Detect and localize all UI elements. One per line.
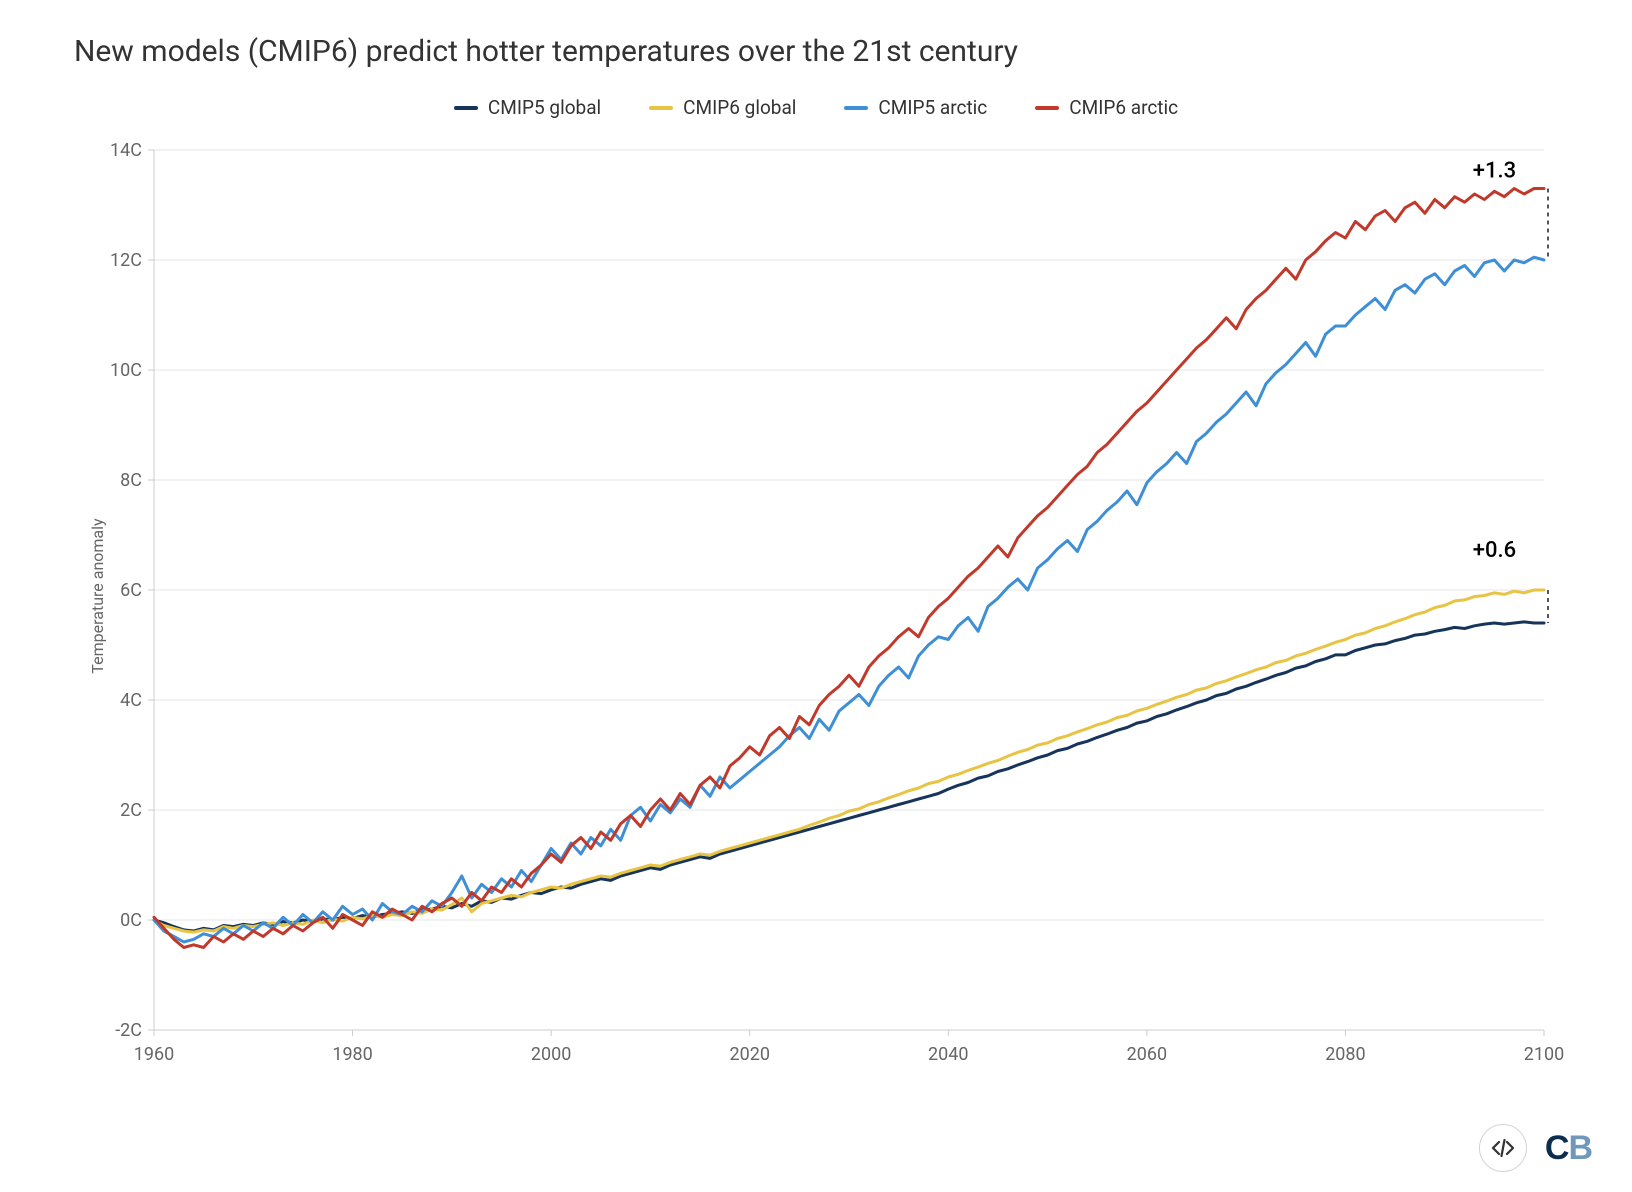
svg-text:14C: 14C	[110, 140, 142, 161]
page-root: New models (CMIP6) predict hotter temper…	[0, 0, 1632, 1192]
svg-text:2080: 2080	[1325, 1044, 1365, 1065]
logo-b: B	[1568, 1129, 1592, 1167]
svg-text:-2C: -2C	[115, 1020, 142, 1041]
legend-item-cmip5-arctic[interactable]: CMIP5 arctic	[844, 96, 987, 119]
svg-text:2060: 2060	[1127, 1044, 1167, 1065]
code-icon	[1491, 1136, 1515, 1160]
svg-text:2000: 2000	[531, 1044, 571, 1065]
legend-item-cmip6-global[interactable]: CMIP6 global	[649, 96, 796, 119]
logo-c: C	[1545, 1129, 1569, 1167]
legend-swatch	[1035, 106, 1059, 110]
cb-logo[interactable]: CB	[1545, 1129, 1592, 1168]
legend-item-cmip5-global[interactable]: CMIP5 global	[454, 96, 601, 119]
svg-text:+0.6: +0.6	[1473, 538, 1516, 563]
legend-swatch	[649, 106, 673, 110]
svg-text:2020: 2020	[729, 1044, 769, 1065]
svg-text:2C: 2C	[120, 800, 142, 821]
svg-text:1980: 1980	[332, 1044, 372, 1065]
svg-text:4C: 4C	[120, 690, 142, 711]
svg-text:2100: 2100	[1524, 1044, 1564, 1065]
svg-text:12C: 12C	[110, 250, 142, 271]
legend-label: CMIP5 arctic	[878, 96, 987, 119]
svg-text:0C: 0C	[120, 910, 142, 931]
svg-text:8C: 8C	[120, 470, 142, 491]
legend-label: CMIP5 global	[488, 96, 601, 119]
legend: CMIP5 global CMIP6 global CMIP5 arctic C…	[0, 96, 1632, 119]
legend-label: CMIP6 arctic	[1069, 96, 1178, 119]
svg-text:2040: 2040	[928, 1044, 968, 1065]
legend-item-cmip6-arctic[interactable]: CMIP6 arctic	[1035, 96, 1178, 119]
svg-text:10C: 10C	[110, 360, 142, 381]
chart-title: New models (CMIP6) predict hotter temper…	[74, 34, 1018, 69]
chart-svg: -2C 0C 2C 4C 6C 8C 10C 12C 14C 1960 1980 2000 2020 20…	[74, 130, 1574, 1090]
footer-icons: CB	[1479, 1124, 1592, 1172]
svg-text:+1.3: +1.3	[1473, 159, 1516, 184]
svg-text:1960: 1960	[134, 1044, 174, 1065]
legend-swatch	[844, 106, 868, 110]
chart-area: -2C 0C 2C 4C 6C 8C 10C 12C 14C 1960 1980 2000 2020 20…	[74, 130, 1574, 1090]
legend-label: CMIP6 global	[683, 96, 796, 119]
embed-button[interactable]	[1479, 1124, 1527, 1172]
legend-swatch	[454, 106, 478, 110]
svg-text:6C: 6C	[120, 580, 142, 601]
